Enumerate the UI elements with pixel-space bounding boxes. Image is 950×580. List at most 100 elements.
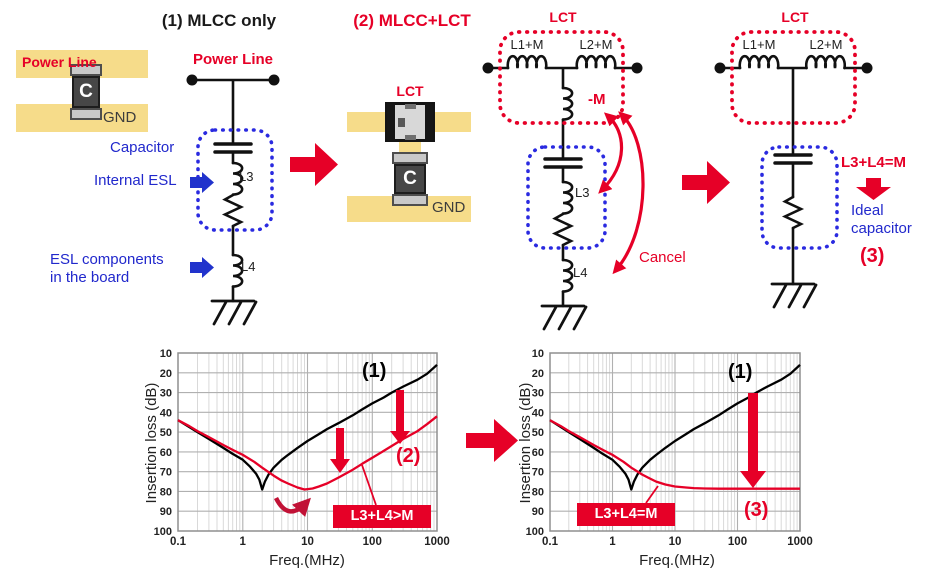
left-chart-xlabel: Freq.(MHz) <box>269 552 345 569</box>
pcb1-power-line-label: Power Line <box>22 54 97 70</box>
lct-chip-mark-top <box>405 104 416 109</box>
lct-chip-mark-center <box>398 118 405 127</box>
circuit3-l1-label: L1+M <box>742 37 776 52</box>
y-tick-label: 30 <box>160 388 172 400</box>
circuit3-number-label: (3) <box>860 245 885 267</box>
ideal-capacitor-label-line1: Ideal <box>851 202 884 219</box>
x-tick-label: 100 <box>728 536 747 548</box>
left-chart-drop-arrow-2-icon <box>390 390 410 444</box>
left-chart-box-leader-line <box>361 464 377 506</box>
right-chart-annotation-box: L3+L4=M <box>577 503 675 526</box>
circuit3-inductor-l2-icon <box>804 54 847 70</box>
circuit1-power-line-label: Power Line <box>192 51 274 68</box>
circuit3-wires <box>723 66 864 286</box>
cancel-label: Cancel <box>639 249 686 266</box>
circuit2-minus-m-label: -M <box>588 91 606 108</box>
pcb1-cap-terminal-bottom <box>70 108 102 120</box>
x-tick-label: 1 <box>609 536 616 548</box>
circuit2-l3-label: L3 <box>575 185 590 200</box>
circuit2-inductor-l2-icon <box>575 54 617 70</box>
left-chart-drop-arrow-1-icon <box>330 428 350 473</box>
right-chart-xlabel: Freq.(MHz) <box>639 552 715 569</box>
circuit3-node-left <box>714 62 726 74</box>
y-tick-label: 10 <box>160 348 172 360</box>
x-tick-label: 1000 <box>787 536 813 548</box>
condition-label: L3+L4=M <box>841 154 907 171</box>
circuit3-capacitor-icon <box>773 153 813 165</box>
ideal-capacitor-down-arrow-icon <box>856 178 891 200</box>
x-tick-label: 1 <box>240 536 247 548</box>
y-tick-label: 50 <box>160 427 172 439</box>
circuit2-inductor-l4-icon <box>561 258 574 293</box>
circuit1-node-left <box>186 74 198 86</box>
esl-board-pointer-icon <box>190 257 214 278</box>
cancel-arrow-long <box>612 111 645 275</box>
pcb2-cap-terminal-top <box>392 152 428 164</box>
right-chart-box-leader-line <box>645 485 659 504</box>
right-chart-curve3-label: (3) <box>744 499 769 521</box>
lct-chip-mark-bottom <box>405 135 416 140</box>
circuit1-l4-label: L4 <box>241 259 256 274</box>
circuit3-node-right <box>861 62 873 74</box>
circuit2-ground-icon <box>540 304 588 331</box>
resonance-shift-curved-arrow-icon <box>273 496 311 518</box>
circuit3-ground-icon <box>770 282 818 309</box>
y-tick-label: 40 <box>160 407 172 419</box>
y-tick-label: 90 <box>160 506 172 518</box>
circuit1-ground-icon <box>210 299 258 326</box>
circuit3-resistor-icon <box>781 195 805 230</box>
circuit3-inductor-l1-icon <box>738 54 780 70</box>
circuit1-capacitor-outline <box>196 128 274 232</box>
y-tick-label: 60 <box>160 447 172 459</box>
left-chart-annotation-box: L3+L4>M <box>333 505 431 528</box>
circuit2-capacitor-icon <box>543 157 583 169</box>
pcb1-gnd-label: GND <box>103 109 137 126</box>
internal-esl-label: Internal ESL <box>94 172 177 189</box>
circuit1-schematic <box>186 74 280 326</box>
series-curve-(1) <box>177 364 438 491</box>
capacitor-label: Capacitor <box>110 139 175 156</box>
circuit3-l2-label: L2+M <box>809 37 843 52</box>
y-tick-label: 80 <box>160 486 172 498</box>
cancel-arrow-short <box>598 112 624 194</box>
x-tick-label: 0.1 <box>542 536 559 548</box>
circuit2-wires <box>491 66 634 308</box>
lct-chip <box>385 102 435 142</box>
internal-esl-pointer-icon <box>190 172 214 193</box>
pcb2-capacitor-body: C <box>394 164 426 194</box>
x-tick-label: 100 <box>363 536 382 548</box>
circuit3-capacitor-outline <box>760 145 839 250</box>
pcb1-cap-terminal-top <box>70 64 102 76</box>
right-chart-drop-arrow-icon <box>740 393 766 488</box>
circuit1-resistor-icon <box>221 193 245 228</box>
flow-arrow-1-icon <box>290 143 338 186</box>
circuit2-inductor-minus-m-icon <box>561 86 574 121</box>
circuit2-l1-label: L1+M <box>510 37 544 52</box>
circuit2-lct-label: LCT <box>549 9 577 25</box>
y-tick-label: 70 <box>160 467 172 479</box>
x-tick-label: 10 <box>301 536 314 548</box>
x-tick-label: 10 <box>669 536 682 548</box>
circuit1-wires <box>190 78 276 303</box>
series-curve-(3) <box>549 419 800 490</box>
esl-board-label-line2: in the board <box>50 269 130 286</box>
lct-chip-terminal-right <box>425 104 433 140</box>
right-chart-ylabel: Insertion loss (dB) <box>517 382 534 504</box>
circuit2-node-left <box>482 62 494 74</box>
x-tick-label: 1000 <box>424 536 450 548</box>
circuit1-capacitor-icon <box>213 142 253 154</box>
circuit2-schematic <box>482 30 645 331</box>
pcb1-capacitor-body: C <box>72 76 100 108</box>
charts-flow-arrow-icon <box>466 419 518 462</box>
circuit2-l4-label: L4 <box>573 265 588 280</box>
circuit2-resistor-icon <box>551 212 575 247</box>
pcb2-lct-label: LCT <box>396 83 424 99</box>
circuit1-l3-label: L3 <box>239 169 254 184</box>
left-chart-curve2-label: (2) <box>396 445 421 467</box>
flow-arrows <box>190 143 891 462</box>
flow-arrow-2-icon <box>682 161 730 204</box>
x-tick-label: 0.1 <box>170 536 187 548</box>
pcb2-gnd-label: GND <box>432 199 466 216</box>
circuit2-capacitor-outline <box>526 145 607 250</box>
